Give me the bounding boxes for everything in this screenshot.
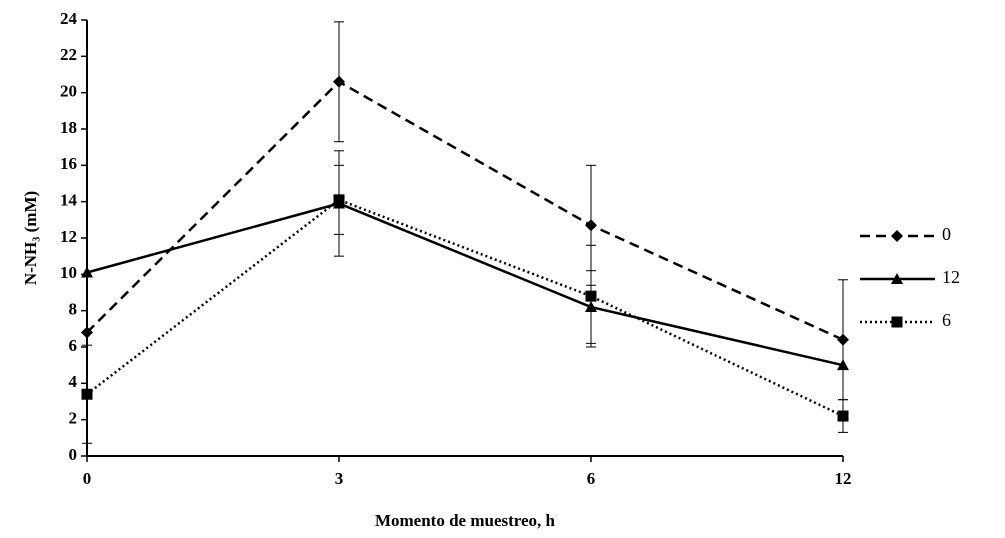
series-line bbox=[86, 198, 844, 418]
data-point bbox=[585, 219, 597, 232]
x-tick-label: 0 bbox=[83, 469, 92, 488]
data-point bbox=[81, 326, 93, 339]
legend-marker bbox=[891, 273, 903, 284]
y-tick-label: 20 bbox=[60, 82, 77, 101]
data-point bbox=[837, 333, 849, 346]
y-tick-label: 22 bbox=[60, 45, 77, 64]
data-point bbox=[837, 359, 849, 371]
y-tick-label: 8 bbox=[69, 300, 78, 319]
data-point bbox=[81, 388, 93, 400]
legend-marker bbox=[891, 230, 903, 242]
series-line bbox=[86, 202, 844, 367]
y-tick-label: 16 bbox=[60, 154, 77, 173]
y-axis-title: N-NH₃ (mM) bbox=[21, 191, 40, 285]
y-tick-label: 6 bbox=[69, 336, 78, 355]
x-tick-label: 12 bbox=[835, 469, 852, 488]
legend-label: 12 bbox=[942, 267, 960, 287]
y-tick-label: 10 bbox=[60, 263, 77, 282]
y-tick-label: 12 bbox=[60, 227, 77, 246]
y-tick-label: 0 bbox=[69, 445, 78, 464]
y-tick-label: 14 bbox=[60, 191, 78, 210]
series-line bbox=[86, 80, 844, 341]
y-tick-label: 2 bbox=[69, 409, 78, 428]
y-tick-label: 18 bbox=[60, 118, 77, 137]
legend-label: 6 bbox=[942, 310, 951, 330]
legend-label: 0 bbox=[942, 224, 951, 244]
data-point bbox=[81, 266, 93, 278]
x-axis-title: Momento de muestreo, h bbox=[375, 511, 556, 530]
legend-marker bbox=[891, 316, 903, 328]
x-tick-label: 3 bbox=[335, 469, 344, 488]
data-point bbox=[837, 410, 849, 422]
data-point bbox=[333, 75, 345, 88]
y-tick-label: 24 bbox=[60, 9, 78, 28]
data-point bbox=[585, 290, 597, 302]
y-tick-label: 4 bbox=[69, 372, 78, 391]
x-tick-label: 6 bbox=[587, 469, 596, 488]
data-point bbox=[333, 194, 345, 206]
